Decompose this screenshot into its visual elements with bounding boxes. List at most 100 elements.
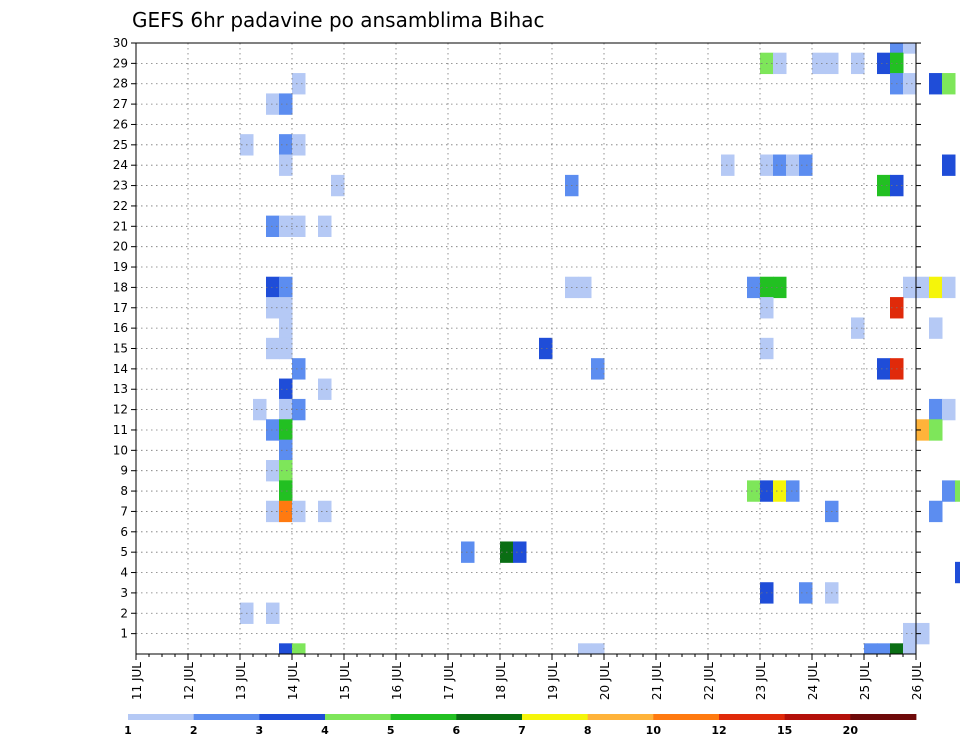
- cell: [773, 480, 787, 502]
- colorbar-label: 3: [256, 724, 264, 737]
- y-tick-label: 23: [113, 179, 128, 193]
- colorbar-swatch: [390, 714, 457, 720]
- cell: [591, 643, 605, 654]
- cell: [851, 317, 865, 339]
- y-tick-label: 24: [113, 158, 128, 172]
- cell: [266, 93, 280, 115]
- y-tick-label: 27: [113, 97, 128, 111]
- cell: [279, 480, 293, 502]
- cell: [721, 154, 735, 176]
- cell: [903, 643, 917, 654]
- cell: [292, 643, 306, 654]
- y-tick-label: 10: [113, 443, 128, 457]
- chart-title: GEFS 6hr padavine po ansamblima Bihac: [132, 8, 544, 32]
- y-tick-label: 2: [120, 606, 128, 620]
- cell: [279, 276, 293, 299]
- x-tick-label: 18 JUL: [494, 662, 508, 700]
- x-tick-label: 25 JUL: [858, 662, 872, 700]
- cell: [864, 643, 878, 654]
- cell: [279, 500, 293, 523]
- colorbar-swatch: [128, 714, 195, 720]
- cell: [890, 43, 904, 54]
- colorbar-swatch: [522, 714, 589, 720]
- y-tick-label: 22: [113, 199, 128, 213]
- cell: [773, 276, 787, 299]
- x-tick-label: 22 JUL: [702, 662, 716, 700]
- colorbar-label: 10: [646, 724, 662, 737]
- cell: [942, 276, 956, 299]
- cell: [279, 93, 293, 115]
- y-tick-label: 28: [113, 77, 128, 91]
- cell: [292, 73, 306, 95]
- cell: [877, 358, 891, 380]
- colorbar-swatch: [456, 714, 523, 720]
- cell: [916, 276, 930, 299]
- cell: [916, 419, 930, 441]
- x-tick-label: 12 JUL: [182, 662, 196, 700]
- colorbar-label: 1: [124, 724, 132, 737]
- cell: [318, 378, 332, 400]
- cell: [266, 297, 280, 319]
- cell: [266, 276, 280, 299]
- cell: [331, 174, 345, 197]
- y-tick-label: 5: [120, 545, 128, 559]
- y-tick-label: 11: [113, 423, 128, 437]
- x-tick-label: 20 JUL: [598, 662, 612, 700]
- colorbar-swatch: [587, 714, 654, 720]
- y-axis: 1234567891011121314151617181920212223242…: [113, 36, 921, 641]
- cell: [812, 52, 826, 75]
- cell: [942, 480, 956, 502]
- cell: [955, 480, 960, 502]
- colorbar: 1 2 3 4 5 6 7 8 10 12 15 20: [124, 714, 917, 737]
- cell: [266, 419, 280, 441]
- cell: [318, 215, 332, 237]
- y-tick-label: 12: [113, 403, 128, 417]
- colorbar-label: 4: [321, 724, 329, 737]
- cell: [279, 337, 293, 360]
- y-tick-label: 21: [113, 219, 128, 233]
- colorbar-label: 12: [711, 724, 726, 737]
- x-tick-label: 19 JUL: [546, 662, 560, 700]
- y-tick-label: 20: [113, 240, 128, 254]
- cell: [292, 358, 306, 380]
- cell: [266, 215, 280, 237]
- cell: [799, 582, 813, 604]
- cell: [903, 276, 917, 299]
- y-tick-label: 29: [113, 56, 128, 70]
- cell: [292, 134, 306, 156]
- cell: [253, 398, 267, 421]
- colorbar-label: 8: [584, 724, 592, 737]
- y-tick-label: 16: [113, 321, 128, 335]
- x-tick-label: 23 JUL: [754, 662, 768, 700]
- cell: [461, 541, 475, 563]
- y-tick-label: 18: [113, 280, 128, 294]
- x-tick-label: 21 JUL: [650, 662, 664, 700]
- colorbar-swatch: [850, 714, 917, 720]
- cell: [877, 643, 891, 654]
- colorbar-label: 7: [518, 724, 526, 737]
- x-tick-label: 11 JUL: [130, 662, 144, 700]
- cell: [279, 215, 293, 237]
- cell: [279, 134, 293, 156]
- x-tick-label: 16 JUL: [390, 662, 404, 700]
- cell: [903, 622, 917, 645]
- cell: [266, 500, 280, 523]
- x-tick-label: 13 JUL: [234, 662, 248, 700]
- y-tick-label: 14: [113, 362, 128, 376]
- cell: [903, 73, 917, 95]
- cell: [539, 337, 553, 360]
- cell: [773, 52, 787, 75]
- y-tick-label: 3: [120, 586, 128, 600]
- cell: [292, 398, 306, 421]
- cell: [318, 500, 332, 523]
- colorbar-swatch: [719, 714, 786, 720]
- x-tick-label: 24 JUL: [806, 662, 820, 700]
- y-tick-label: 30: [113, 36, 128, 50]
- y-tick-label: 1: [120, 627, 128, 641]
- cell: [279, 643, 293, 654]
- y-tick-label: 17: [113, 301, 128, 315]
- cell: [578, 276, 592, 299]
- cell: [279, 460, 293, 482]
- y-tick-label: 26: [113, 117, 128, 131]
- colorbar-label: 2: [190, 724, 198, 737]
